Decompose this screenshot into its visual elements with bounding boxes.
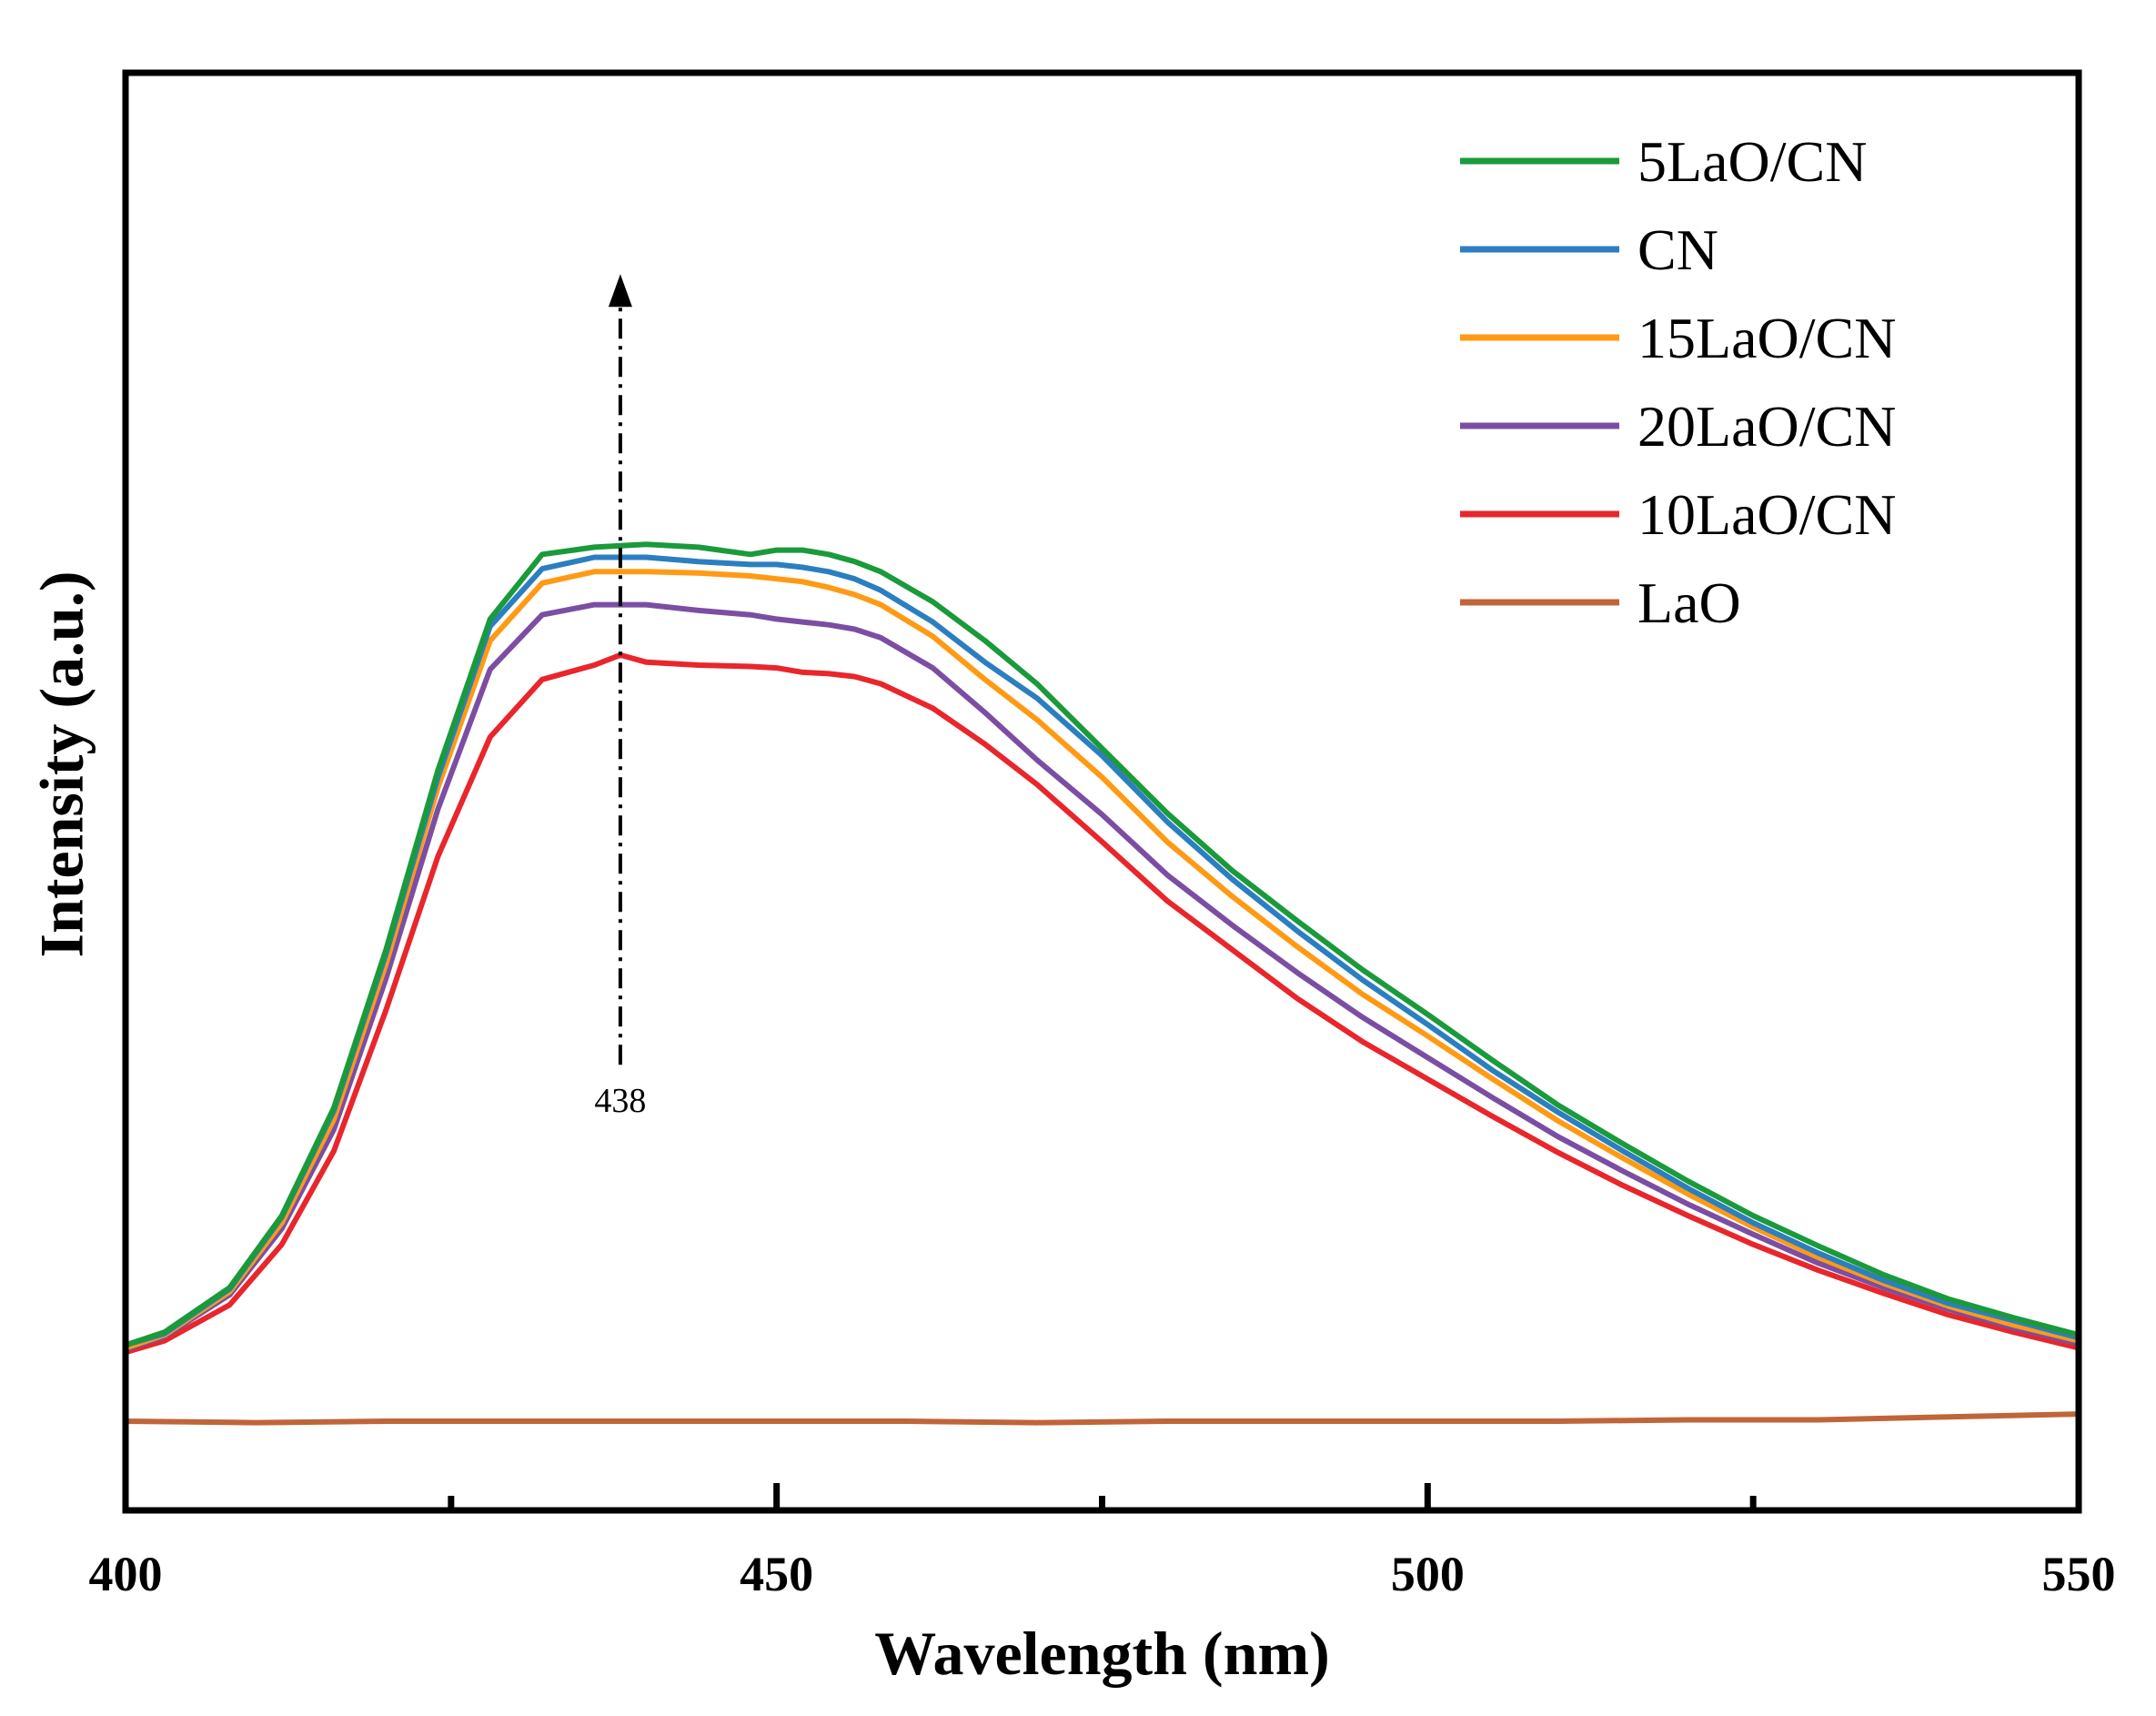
y-axis-title: Intensity (a.u.) — [27, 570, 96, 957]
legend-entry: 20LaO/CN — [1460, 394, 1896, 459]
series-layer — [123, 541, 2081, 1426]
x-tick-label: 500 — [1391, 1547, 1465, 1601]
legend-label: LaO — [1637, 570, 1741, 635]
series-line-10LaO-CN — [123, 651, 2081, 1356]
legend-entry: CN — [1460, 217, 1718, 282]
legend-entry: LaO — [1460, 570, 1741, 635]
series-line-LaO — [123, 1411, 2081, 1426]
legend-entry: 10LaO/CN — [1460, 482, 1896, 547]
legend-label: 10LaO/CN — [1637, 482, 1896, 547]
legend-label: 20LaO/CN — [1637, 394, 1896, 459]
peak-arrow-head — [608, 274, 632, 308]
legend-entry: 15LaO/CN — [1460, 306, 1896, 370]
x-axis-title: Wavelength (nm) — [874, 1619, 1330, 1688]
legend-label: CN — [1637, 217, 1718, 282]
x-tick-label: 450 — [740, 1547, 813, 1601]
legend: 5LaO/CN CN 15LaO/CN 20LaO/CN 10LaO/CN La… — [1460, 129, 1896, 635]
x-tick-label: 550 — [2042, 1547, 2116, 1601]
series-line-5LaO-CN — [123, 541, 2081, 1348]
x-tick-label: 400 — [89, 1547, 163, 1601]
series-line-20LaO-CN — [123, 601, 2081, 1352]
legend-label: 15LaO/CN — [1637, 306, 1896, 370]
series-line-15LaO-CN — [123, 569, 2081, 1351]
peak-label: 438 — [594, 1082, 646, 1120]
legend-entry: 5LaO/CN — [1460, 129, 1867, 194]
legend-label: 5LaO/CN — [1637, 129, 1867, 194]
annotation: 438 — [594, 274, 646, 1120]
x-axis-ticks: 400 450 500 550 — [89, 1483, 2116, 1601]
